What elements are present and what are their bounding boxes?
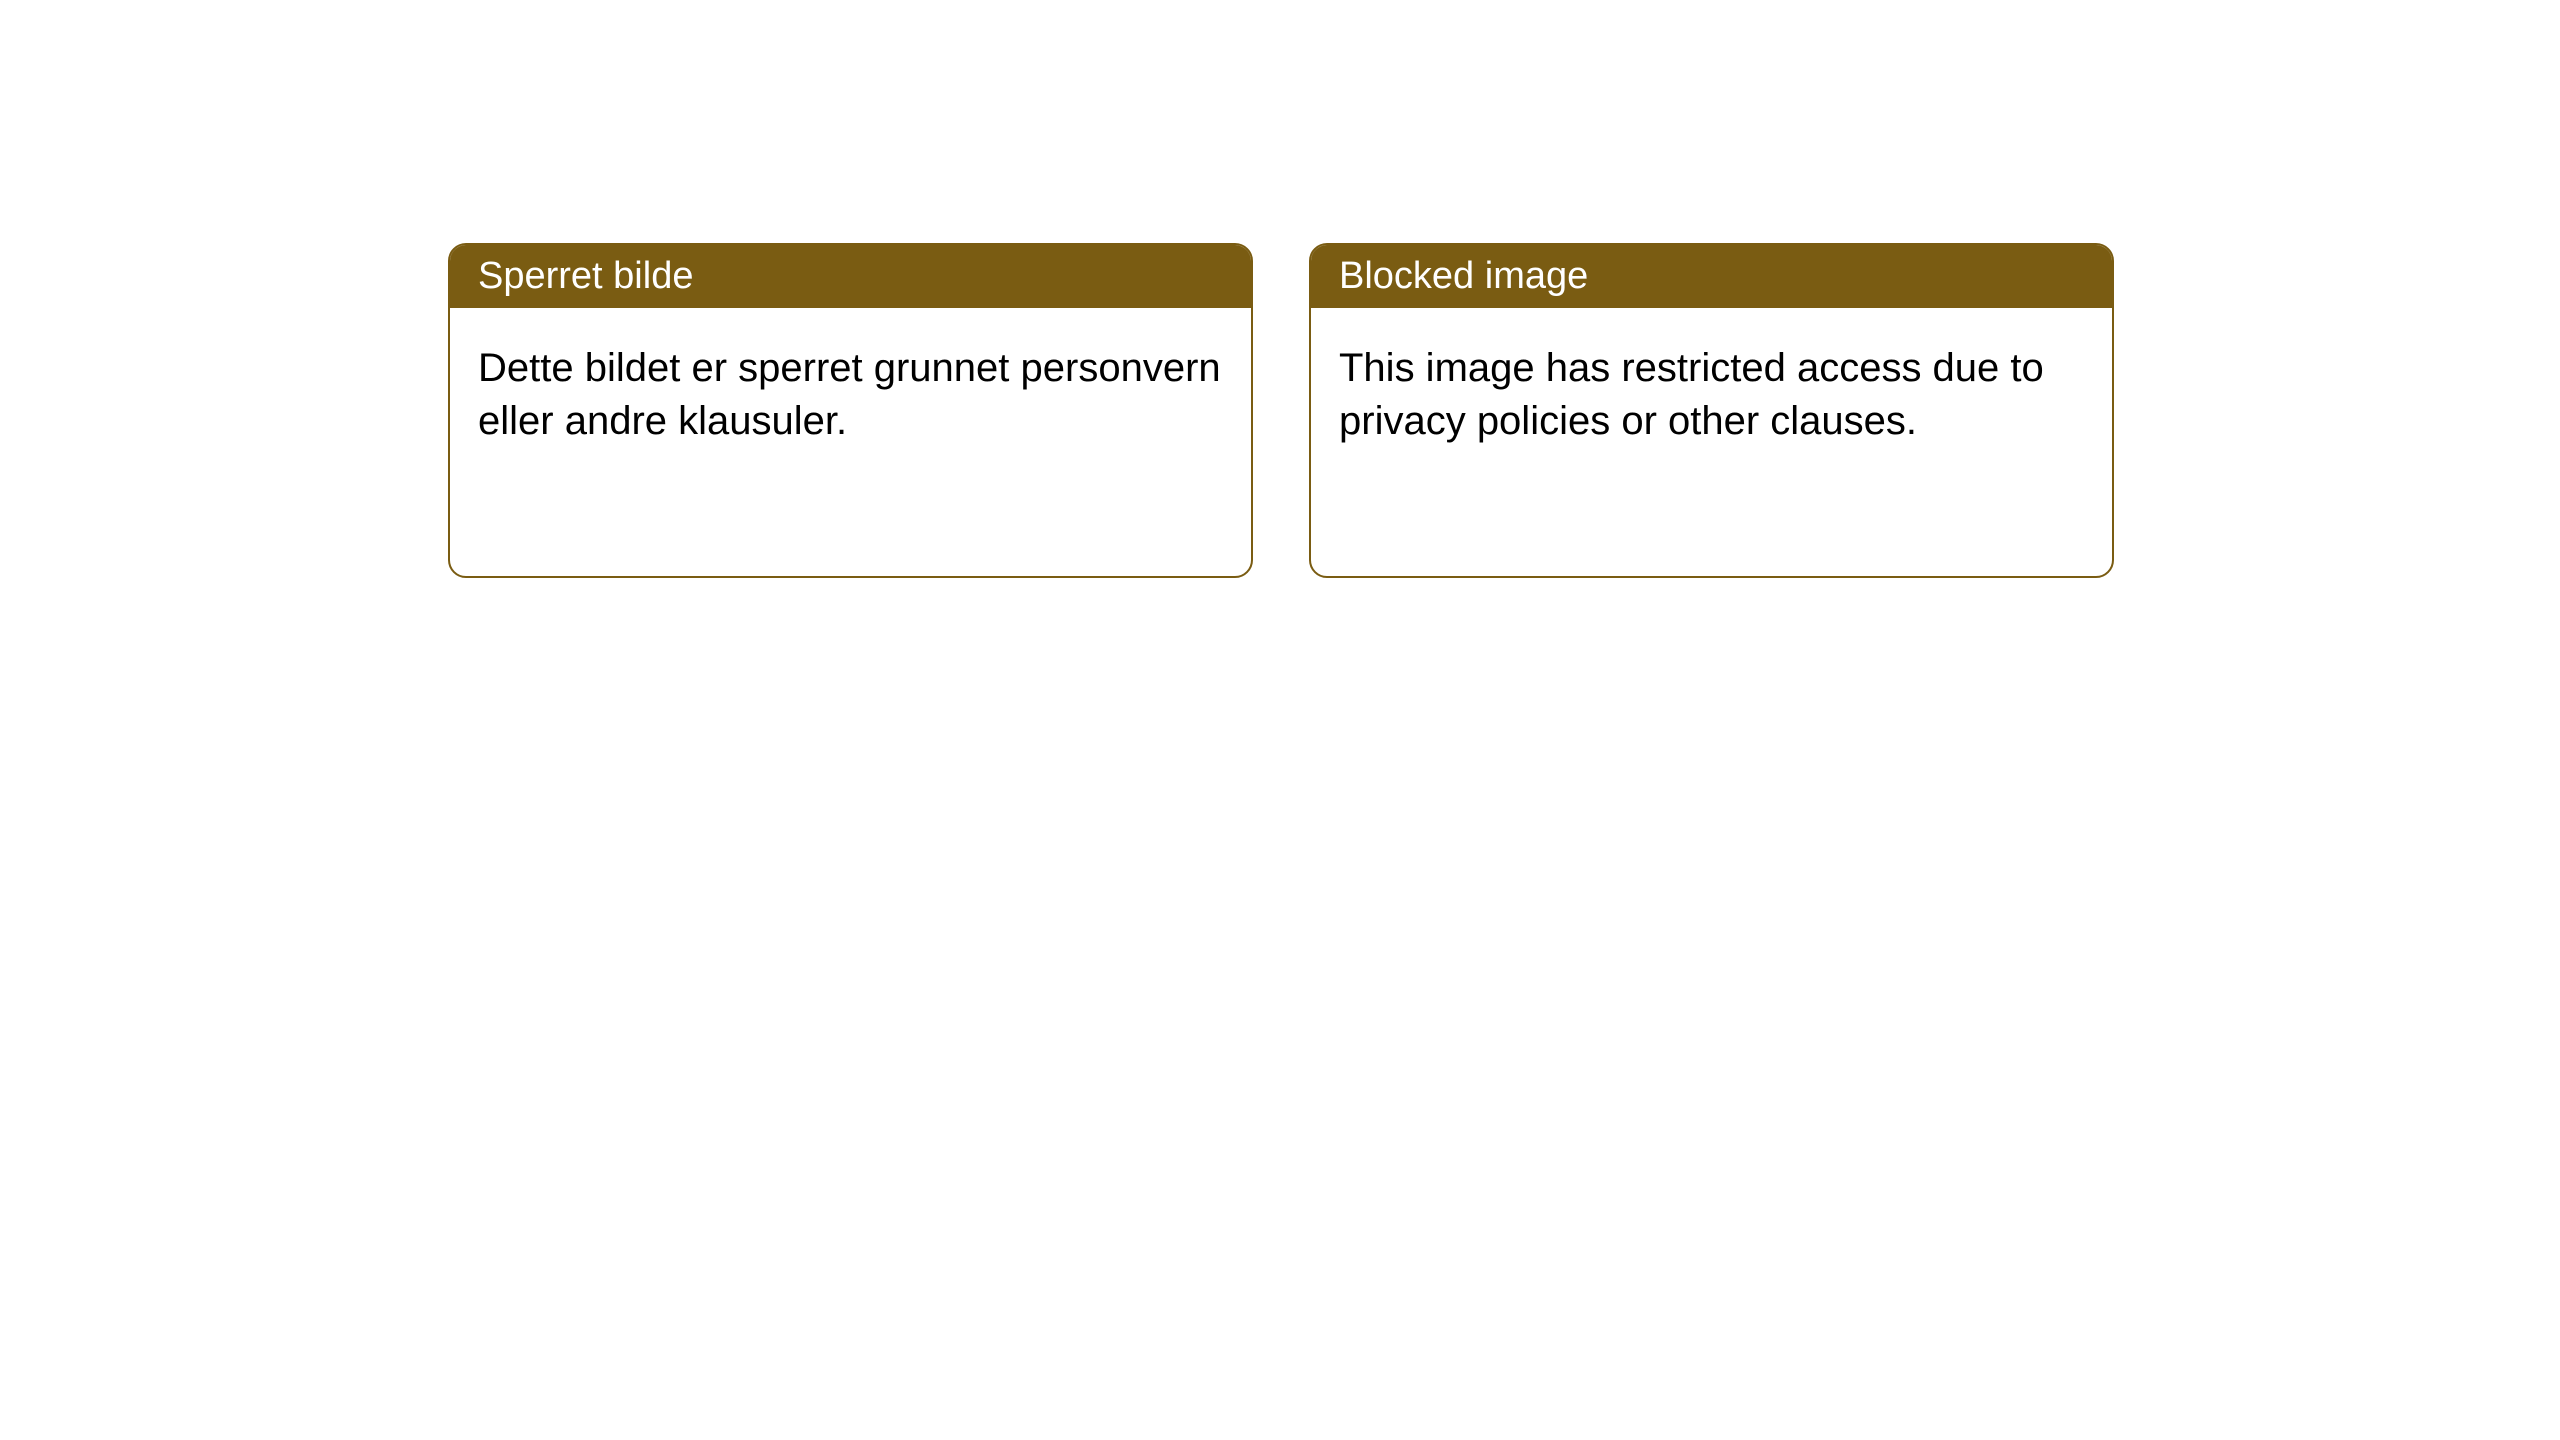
cards-container: Sperret bilde Dette bildet er sperret gr… [448, 243, 2114, 578]
card-header: Blocked image [1311, 245, 2112, 308]
card-header: Sperret bilde [450, 245, 1251, 308]
blocked-image-card-no: Sperret bilde Dette bildet er sperret gr… [448, 243, 1253, 578]
card-body: Dette bildet er sperret grunnet personve… [450, 308, 1251, 482]
card-body: This image has restricted access due to … [1311, 308, 2112, 482]
blocked-image-card-en: Blocked image This image has restricted … [1309, 243, 2114, 578]
